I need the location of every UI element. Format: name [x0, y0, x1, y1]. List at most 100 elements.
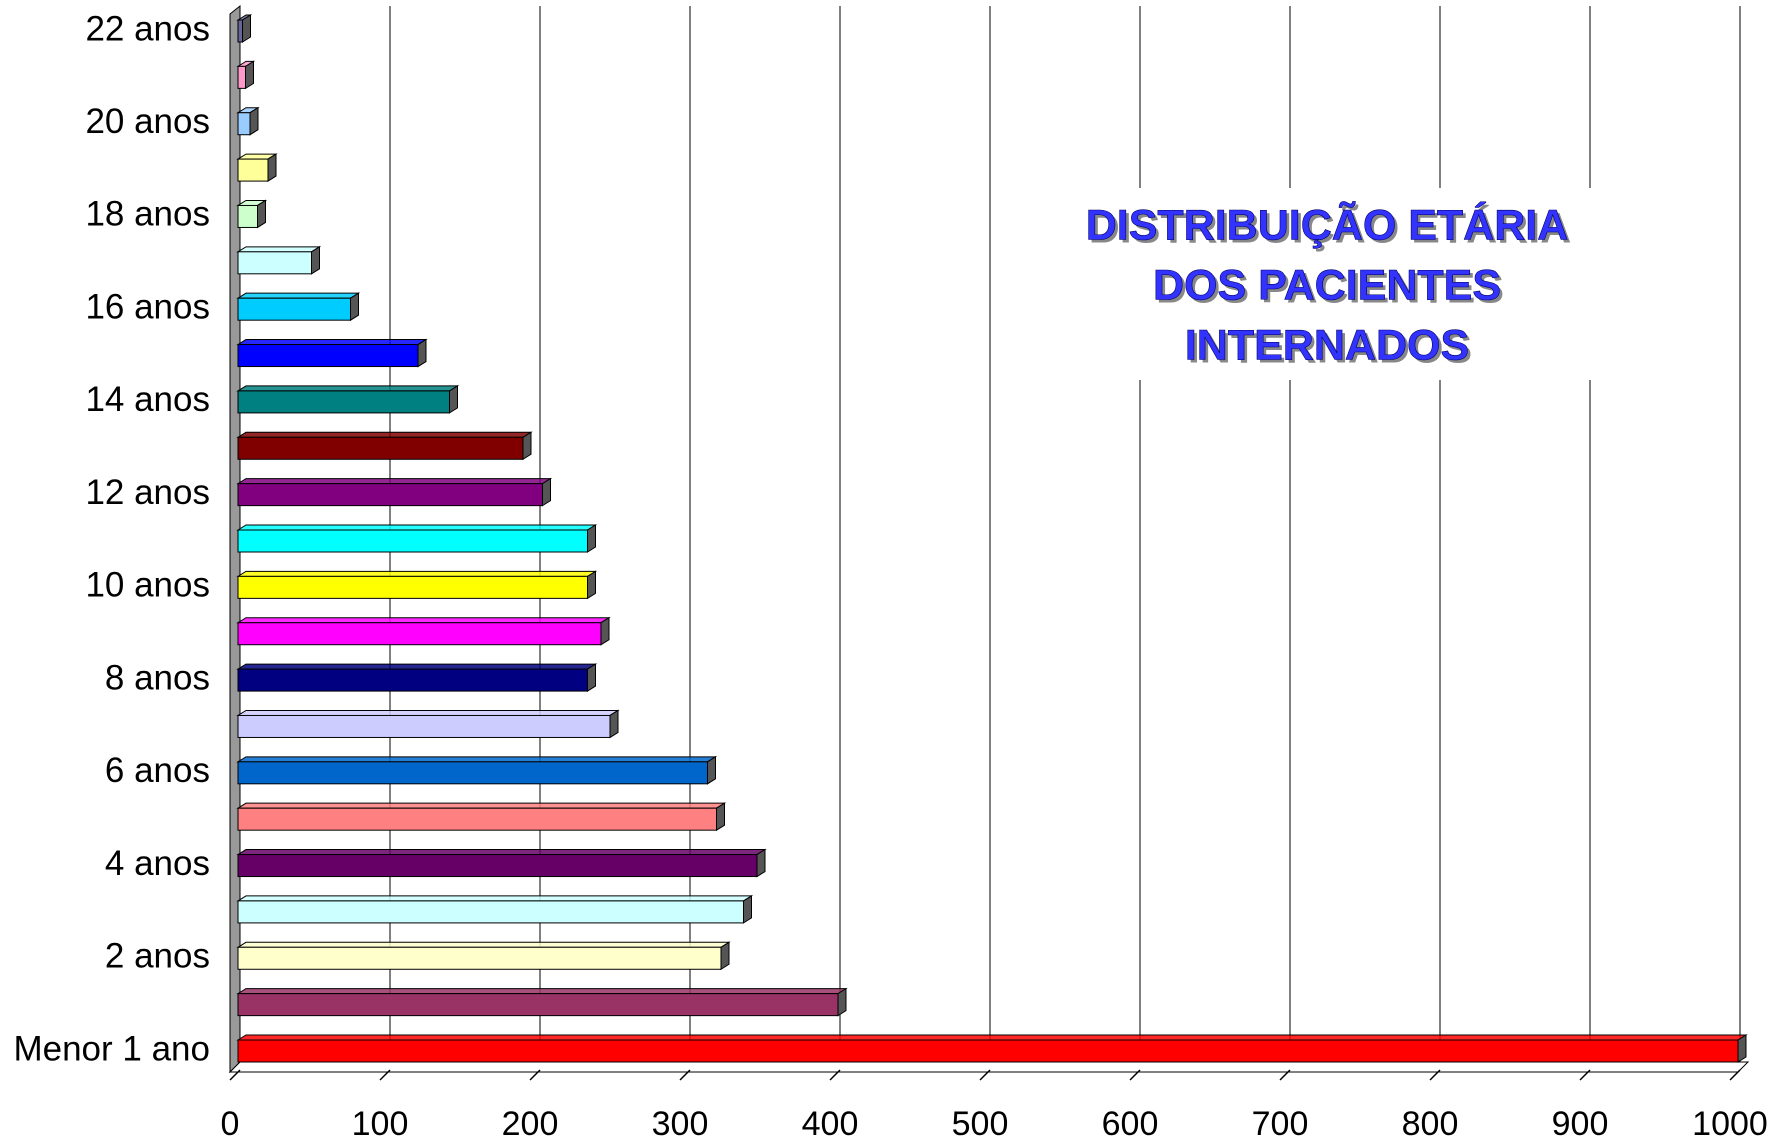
bar-side	[311, 245, 320, 275]
bar-top	[236, 709, 620, 716]
chart-title: DOS PACIENTES	[1153, 261, 1501, 309]
tick-mark	[379, 1069, 391, 1081]
y-tick-label: 8 anos	[105, 658, 210, 697]
bar-top	[236, 339, 428, 346]
bar-top	[236, 292, 361, 299]
bar	[237, 854, 758, 878]
bar-top	[236, 988, 848, 995]
x-tick-label: 300	[652, 1105, 709, 1143]
bar-side	[707, 755, 716, 785]
chart-title: DISTRIBUIÇÃO ETÁRIA	[1086, 201, 1569, 249]
y-tick-label: 6 anos	[105, 751, 210, 790]
bar	[237, 65, 246, 89]
bar	[237, 158, 269, 182]
bar-side	[756, 848, 766, 878]
bar-top	[236, 1034, 1748, 1041]
bar-top	[236, 849, 767, 856]
bar	[237, 575, 588, 599]
bar-top	[236, 895, 754, 902]
bar	[237, 1039, 1739, 1063]
bar-top	[236, 941, 731, 948]
title-shadow: INTERNADOS	[1188, 324, 1472, 372]
bar-side	[522, 431, 532, 461]
bar	[237, 714, 611, 738]
x-tick-label: 800	[1402, 1105, 1459, 1143]
tick-mark	[1729, 1069, 1741, 1081]
tick-mark	[1129, 1069, 1141, 1081]
bar-side	[249, 106, 259, 136]
bar	[237, 483, 543, 507]
y-tick-label: 14 anos	[85, 380, 210, 419]
x-tick-label: 400	[802, 1105, 859, 1143]
bar-side	[350, 292, 359, 322]
bar-side	[600, 616, 610, 646]
bar	[237, 807, 717, 831]
bar	[237, 204, 258, 228]
bar	[237, 900, 744, 924]
tick-mark	[1429, 1069, 1441, 1081]
bar-top	[236, 524, 598, 531]
bar	[237, 946, 722, 970]
tick-mark	[529, 1069, 541, 1081]
y-tick-label: 18 anos	[85, 195, 210, 234]
bar-top	[236, 246, 322, 253]
y-tick-label: 10 anos	[85, 566, 210, 605]
bar-side	[449, 385, 458, 414]
bar-top	[236, 663, 598, 670]
bar	[237, 761, 708, 785]
bar	[237, 112, 251, 136]
tick-mark	[679, 1069, 691, 1081]
floor	[228, 1061, 1750, 1073]
bar-side	[587, 663, 596, 692]
bar	[237, 622, 602, 646]
bar-side	[609, 709, 619, 739]
bar-side	[257, 199, 266, 229]
bar-top	[236, 802, 727, 809]
chart-title: INTERNADOS	[1185, 321, 1469, 369]
bar-top	[236, 478, 553, 485]
y-tick-label: 20 anos	[85, 102, 210, 141]
bar-side	[242, 14, 251, 43]
bar	[237, 19, 243, 43]
bar	[237, 668, 588, 692]
x-tick-label: 600	[1102, 1105, 1159, 1143]
title-shadow: DISTRIBUIÇÃO ETÁRIA	[1089, 204, 1572, 252]
bar-top	[236, 570, 598, 577]
bar-side	[542, 477, 551, 507]
tick-mark	[829, 1069, 841, 1081]
x-tick-label: 200	[502, 1105, 559, 1143]
bar	[237, 436, 524, 460]
x-tick-label: 900	[1552, 1105, 1609, 1143]
y-tick-label: 2 anos	[105, 937, 210, 976]
bar-side	[837, 987, 847, 1017]
x-tick-label: 1000	[1692, 1105, 1768, 1143]
bar-side	[587, 570, 596, 600]
bar	[237, 529, 588, 553]
x-tick-label: 0	[221, 1105, 240, 1143]
x-tick-label: 100	[352, 1105, 409, 1143]
bar-side	[720, 941, 730, 971]
bar-side	[587, 524, 596, 553]
bar	[237, 344, 419, 368]
bar-top	[236, 756, 718, 763]
tick-mark	[1279, 1069, 1291, 1081]
title-shadow: DOS PACIENTES	[1156, 264, 1504, 312]
x-tick-label: 700	[1252, 1105, 1309, 1143]
bar	[237, 390, 450, 414]
tick-mark	[1579, 1069, 1591, 1081]
bar	[237, 297, 351, 321]
bar-top	[236, 617, 611, 624]
y-tick-label: 22 anos	[85, 9, 210, 48]
bar-side	[245, 60, 254, 90]
bar-side	[1737, 1034, 1747, 1063]
x-tick-label: 500	[952, 1105, 1009, 1143]
bar-side	[267, 153, 277, 182]
bar-side	[743, 895, 752, 924]
tick-mark	[229, 1069, 241, 1081]
bar-side	[417, 338, 427, 368]
bar	[237, 251, 312, 275]
title-box	[1000, 188, 1600, 380]
bar	[237, 993, 839, 1017]
bar-top	[236, 431, 533, 438]
